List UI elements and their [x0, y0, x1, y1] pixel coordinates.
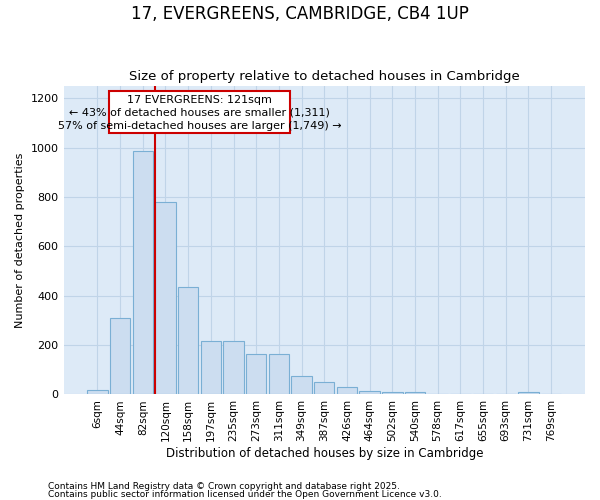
Bar: [246, 354, 266, 395]
Text: Contains HM Land Registry data © Crown copyright and database right 2025.: Contains HM Land Registry data © Crown c…: [48, 482, 400, 491]
Bar: [87, 390, 107, 394]
Bar: [359, 391, 380, 394]
Y-axis label: Number of detached properties: Number of detached properties: [15, 152, 25, 328]
Bar: [223, 342, 244, 394]
Bar: [269, 354, 289, 395]
Bar: [405, 392, 425, 394]
Text: 17, EVERGREENS, CAMBRIDGE, CB4 1UP: 17, EVERGREENS, CAMBRIDGE, CB4 1UP: [131, 5, 469, 23]
Bar: [292, 376, 312, 394]
Bar: [382, 392, 403, 394]
Bar: [110, 318, 130, 394]
Bar: [337, 387, 357, 394]
Title: Size of property relative to detached houses in Cambridge: Size of property relative to detached ho…: [129, 70, 520, 84]
Bar: [518, 392, 539, 394]
Bar: [314, 382, 334, 394]
X-axis label: Distribution of detached houses by size in Cambridge: Distribution of detached houses by size …: [166, 447, 483, 460]
Text: Contains public sector information licensed under the Open Government Licence v3: Contains public sector information licen…: [48, 490, 442, 499]
Bar: [155, 202, 176, 394]
Bar: [200, 342, 221, 394]
Bar: [133, 152, 153, 394]
Bar: [178, 287, 199, 395]
Text: 17 EVERGREENS: 121sqm
← 43% of detached houses are smaller (1,311)
57% of semi-d: 17 EVERGREENS: 121sqm ← 43% of detached …: [58, 94, 341, 131]
FancyBboxPatch shape: [109, 91, 290, 134]
